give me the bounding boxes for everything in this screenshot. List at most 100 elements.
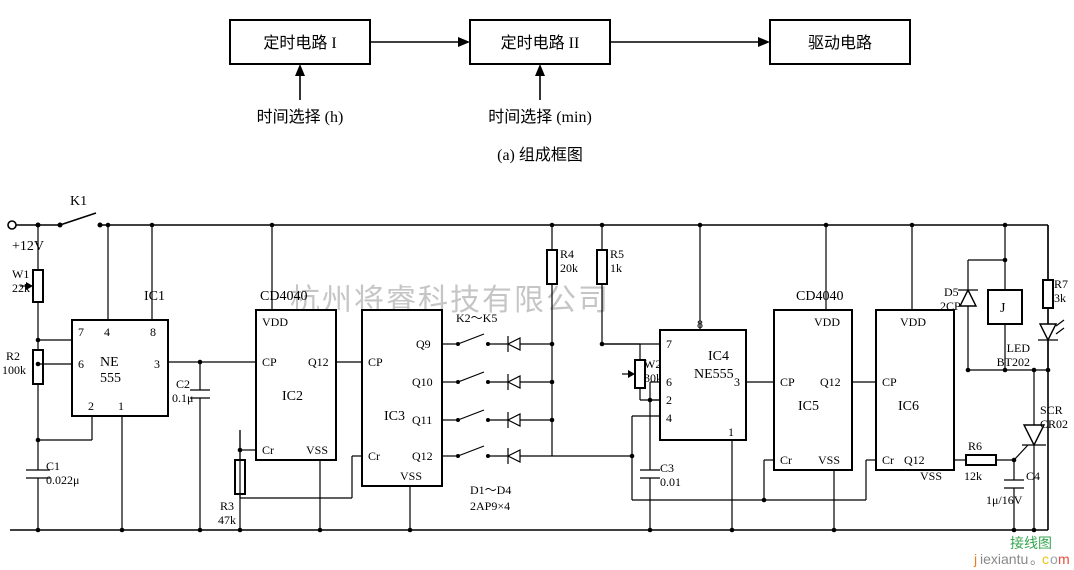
supply-label: +12V	[12, 239, 44, 254]
ic5-vdd: VDD	[814, 315, 840, 329]
block-diagram-title: (a) 组成框图	[497, 146, 583, 164]
scr-l2: CR02	[1040, 417, 1068, 431]
r2-label-2: 100k	[2, 363, 26, 377]
c1-l2: 0.022μ	[46, 473, 79, 487]
dot-826	[824, 223, 829, 228]
dot-912	[910, 223, 915, 228]
ic1-pin3: 3	[154, 357, 160, 371]
ic6-body	[876, 310, 954, 470]
r3-resistor: R3 47k	[218, 430, 245, 532]
d5-l1: D5	[944, 285, 959, 299]
ic3-q10: Q10	[412, 375, 433, 389]
arrow-up2-head	[535, 64, 545, 76]
ic6-q12: Q12	[904, 453, 925, 467]
r2-resistor: R2 100k	[2, 349, 43, 384]
r7-resistor: R7 3k	[1043, 258, 1068, 320]
ic5-q12: Q12	[820, 375, 841, 389]
dot-1034-370	[1032, 368, 1037, 373]
ic2-vss: VSS	[306, 443, 328, 457]
ic4-type: NE555	[694, 367, 734, 382]
d5-l2: 2CP	[940, 299, 961, 313]
dot-108	[106, 223, 111, 228]
ic2-cr: Cr	[262, 443, 274, 457]
k1-label: K1	[70, 194, 87, 209]
dot-320g	[318, 528, 323, 533]
r3-l1: R3	[220, 499, 234, 513]
brand-cn: 接线图	[1010, 535, 1052, 552]
brand-m: m	[1058, 551, 1070, 567]
dot-700	[698, 223, 703, 228]
k1-blade	[60, 213, 96, 225]
ic3-cp: CP	[368, 355, 383, 369]
ic6-cp: CP	[882, 375, 897, 389]
minute-select-label: 时间选择 (min)	[488, 108, 592, 126]
k2k5-label: K2～K5	[456, 311, 497, 325]
relay-j-label: J	[1000, 301, 1006, 316]
ic3-vss: VSS	[400, 469, 422, 483]
schematic: K1 +12V W1 22k R2 100k IC1 NE 555	[2, 194, 1068, 532]
ic4-ref: IC4	[708, 349, 729, 364]
ic3-cr: Cr	[368, 449, 380, 463]
ic3-ref: IC3	[384, 409, 405, 424]
ic6-cr: Cr	[882, 453, 894, 467]
ic1-pin8: 8	[150, 325, 156, 339]
scr-l1: SCR	[1040, 403, 1063, 417]
ic1-pin4: 4	[104, 325, 110, 339]
dot-732g	[730, 528, 735, 533]
k2-k5-bank	[442, 334, 554, 464]
c3-cap: C3 0.01	[640, 461, 681, 532]
ic5-body	[774, 310, 852, 470]
footer-brand: 接线图 j iexiantu 。 c o m	[973, 535, 1070, 567]
r3-l2: 47k	[218, 513, 236, 527]
c2-l2: 0.1μ	[172, 391, 193, 405]
r7-l2: 3k	[1054, 291, 1066, 305]
ic3-q9: Q9	[416, 337, 431, 351]
w1-label-2: 22k	[12, 281, 30, 295]
dot-122-gnd	[120, 528, 125, 533]
ic4-p2: 2	[666, 393, 672, 407]
d1d4-l2: 2AP9×4	[470, 499, 510, 513]
led-l1: LED	[1007, 341, 1031, 355]
ic1-pin6: 6	[78, 357, 84, 371]
r7-l1: R7	[1054, 277, 1068, 291]
ic4-p3: 3	[734, 375, 740, 389]
dot-632-456	[630, 454, 635, 459]
input-terminal	[8, 221, 16, 229]
c4-l2: 1μ/16V	[986, 493, 1023, 507]
block-diagram: 定时电路 I 定时电路 II 驱动电路 时间选择 (h) 时间选择 (min) …	[230, 20, 910, 164]
hour-select-label: 时间选择 (h)	[257, 108, 344, 126]
w1-pot: W1 22k	[12, 260, 43, 340]
ic2-ref: IC2	[282, 389, 303, 404]
ic1-pin7: 7	[78, 325, 84, 339]
ic2-cp: CP	[262, 355, 277, 369]
c3-l2: 0.01	[660, 475, 681, 489]
dot-410g	[408, 528, 413, 533]
w1-label-1: W1	[12, 267, 29, 281]
c3-l1: C3	[660, 461, 674, 475]
root-svg: 定时电路 I 定时电路 II 驱动电路 时间选择 (h) 时间选择 (min) …	[0, 0, 1074, 570]
ic5-ref: IC5	[798, 399, 819, 414]
ic5-vss: VSS	[818, 453, 840, 467]
brand-j: j	[973, 551, 977, 567]
r6-resistor: R6 12k	[964, 439, 996, 483]
ic1-ref: IC1	[144, 289, 165, 304]
dot-650-400	[648, 398, 653, 403]
r5-l1: R5	[610, 247, 624, 261]
arrow-2-head	[758, 37, 770, 47]
block-timer1-label: 定时电路 I	[263, 34, 336, 52]
ic4-p6: 6	[666, 375, 672, 389]
led-l2: BT202	[997, 355, 1030, 369]
ic5-type: CD4040	[796, 289, 843, 304]
ic6-ref: IC6	[898, 399, 919, 414]
ic5-cp: CP	[780, 375, 795, 389]
dot-38-340	[36, 338, 41, 343]
dot-1005	[1003, 223, 1008, 228]
ic2-q12: Q12	[308, 355, 329, 369]
r4-l2: 20k	[560, 261, 578, 275]
r5-resistor: R5 1k	[597, 223, 624, 344]
dot-272	[270, 223, 275, 228]
scr-symbol: SCR CR02	[1014, 400, 1068, 532]
c1-cap: C1 0.022μ	[26, 440, 79, 532]
d1d4-l1: D1～D4	[470, 483, 511, 497]
ic1-pin1: 1	[118, 399, 124, 413]
